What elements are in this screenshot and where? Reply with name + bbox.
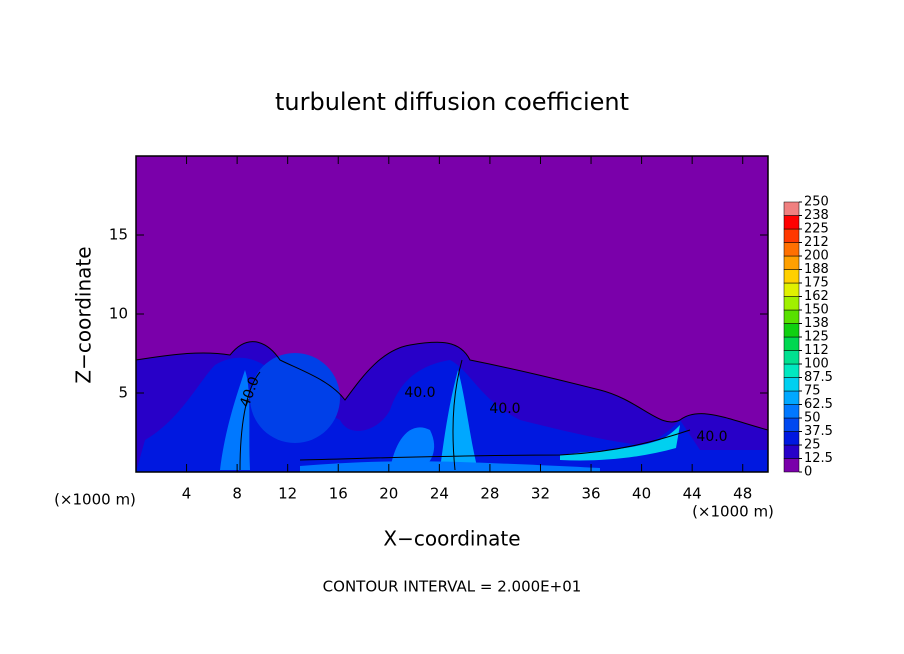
- colorbar-bin: [783, 458, 800, 473]
- footer: CONTOUR INTERVAL = 2.000E+01: [323, 578, 582, 596]
- x-tick-label: 32: [531, 485, 550, 503]
- colorbar-bin: [783, 215, 800, 230]
- colorbar-label: 25: [804, 438, 821, 453]
- colorbar-bin: [783, 309, 800, 324]
- colorbar-label: 100: [804, 357, 829, 372]
- contour-label: 40.0: [696, 429, 727, 445]
- colorbar-label: 175: [804, 276, 829, 291]
- x-tick-label: 36: [581, 485, 600, 503]
- colorbar-label: 225: [804, 222, 829, 237]
- colorbar-label: 0: [804, 465, 812, 480]
- x-tick-label: 40: [632, 485, 651, 503]
- colorbar-bin: [783, 350, 800, 365]
- colorbar-label: 188: [804, 262, 829, 277]
- colorbar-label: 125: [804, 330, 829, 345]
- colorbar-label: 37.5: [804, 424, 833, 439]
- colorbar-label: 212: [804, 235, 829, 250]
- colorbar-label: 162: [804, 289, 829, 304]
- colorbar-bin: [783, 201, 800, 216]
- y-tick-label: 15: [109, 226, 128, 244]
- colorbar-bin: [783, 255, 800, 270]
- field-region: [220, 370, 250, 470]
- x-tick-label: 44: [683, 485, 702, 503]
- colorbar-bin: [783, 390, 800, 405]
- colorbar-bin: [783, 323, 800, 338]
- colorbar-label: 150: [804, 303, 829, 318]
- colorbar-label: 138: [804, 316, 829, 331]
- x-tick-label: 12: [278, 485, 297, 503]
- x-tick-label: 24: [430, 485, 449, 503]
- x-tick-label: 48: [733, 485, 752, 503]
- y-axis-label: Z−coordinate: [72, 246, 96, 383]
- y-unit: (×1000 m): [692, 503, 774, 521]
- field: [136, 341, 768, 472]
- x-tick-label: 20: [379, 485, 398, 503]
- colorbar-bin: [783, 269, 800, 284]
- x-tick-label: 28: [480, 485, 499, 503]
- colorbar-bin: [783, 431, 800, 446]
- colorbar-label: 87.5: [804, 370, 833, 385]
- colorbar-label: 200: [804, 249, 829, 264]
- field-region: [300, 461, 600, 472]
- colorbar-bin: [783, 336, 800, 351]
- field-region: [250, 353, 340, 443]
- colorbar-label: 250: [804, 195, 829, 210]
- y-tick-label: 10: [109, 305, 128, 323]
- x-tick-label: 4: [182, 485, 192, 503]
- y-tick-label: 5: [118, 384, 128, 402]
- colorbar-label: 112: [804, 343, 829, 358]
- contour-label: 40.0: [404, 385, 435, 401]
- field-region: [390, 427, 435, 470]
- contour-line: [136, 341, 768, 431]
- contour-line: [239, 359, 691, 471]
- colorbar-bin: [783, 242, 800, 257]
- colorbar-label: 50: [804, 411, 821, 426]
- field-region: [560, 425, 680, 461]
- colorbar-label: 62.5: [804, 397, 833, 412]
- x-tick-label: 8: [232, 485, 242, 503]
- colorbar-bin: [783, 417, 800, 432]
- colorbar-bin: [783, 296, 800, 311]
- chart-title: turbulent diffusion coefficient: [275, 88, 629, 116]
- x-axis-label: X−coordinate: [383, 527, 520, 551]
- colorbar-label: 75: [804, 384, 821, 399]
- colorbar-bin: [783, 282, 800, 297]
- contour-label: 40.0: [489, 401, 520, 417]
- colorbar-label: 238: [804, 208, 829, 223]
- colorbar-bin: [783, 404, 800, 419]
- x-tick-label: 16: [329, 485, 348, 503]
- colorbar-bin: [783, 444, 800, 459]
- colorbar-bin: [783, 377, 800, 392]
- colorbar-label: 12.5: [804, 451, 833, 466]
- colorbar-bin: [783, 228, 800, 243]
- x-unit: (×1000 m): [54, 491, 136, 509]
- field-region: [440, 370, 478, 470]
- colorbar-bin: [783, 363, 800, 378]
